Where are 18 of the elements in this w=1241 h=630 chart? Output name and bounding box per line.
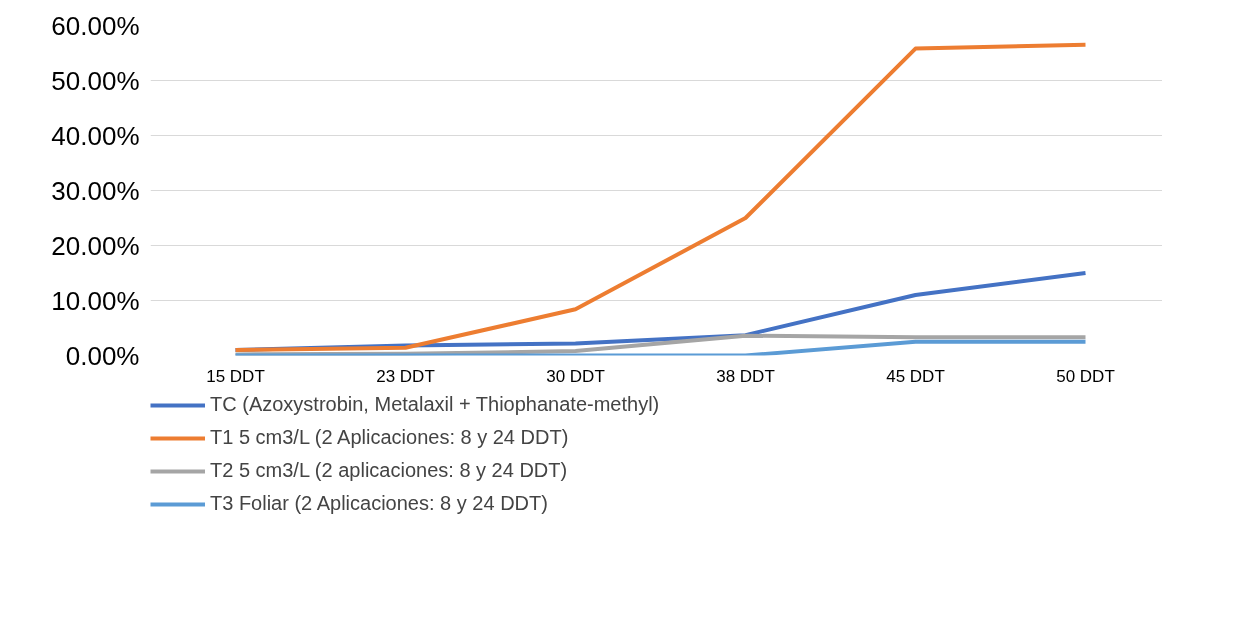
y-tick-label: 0.00%	[65, 340, 140, 371]
legend-label: T2 5 cm3/L (2 aplicaciones: 8 y 24 DDT)	[210, 459, 568, 482]
legend-label: TC (Azoxystrobin, Metalaxil + Thiophanate-methyl)	[210, 393, 660, 416]
x-tick-label: 50 DDT	[1056, 366, 1115, 386]
legend-label: T3 Foliar (2 Aplicaciones: 8 y 24 DDT)	[210, 492, 548, 515]
x-tick-label: 30 DDT	[546, 366, 605, 386]
x-tick-label: 45 DDT	[886, 366, 945, 386]
y-tick-label: 20.00%	[51, 230, 140, 261]
legend-label: T1 5 cm3/L (2 Aplicaciones: 8 y 24 DDT)	[210, 426, 569, 449]
line-series	[233, 42, 1088, 352]
x-tick-label: 38 DDT	[716, 366, 775, 386]
x-tick-label: 15 DDT	[206, 366, 265, 386]
y-tick-label: 10.00%	[51, 285, 140, 316]
y-tick-label: 60.00%	[51, 10, 140, 41]
y-tick-label: 50.00%	[51, 65, 140, 96]
y-tick-label: 30.00%	[51, 175, 140, 206]
y-tick-label: 40.00%	[51, 120, 140, 151]
x-tick-label: 23 DDT	[376, 366, 435, 386]
